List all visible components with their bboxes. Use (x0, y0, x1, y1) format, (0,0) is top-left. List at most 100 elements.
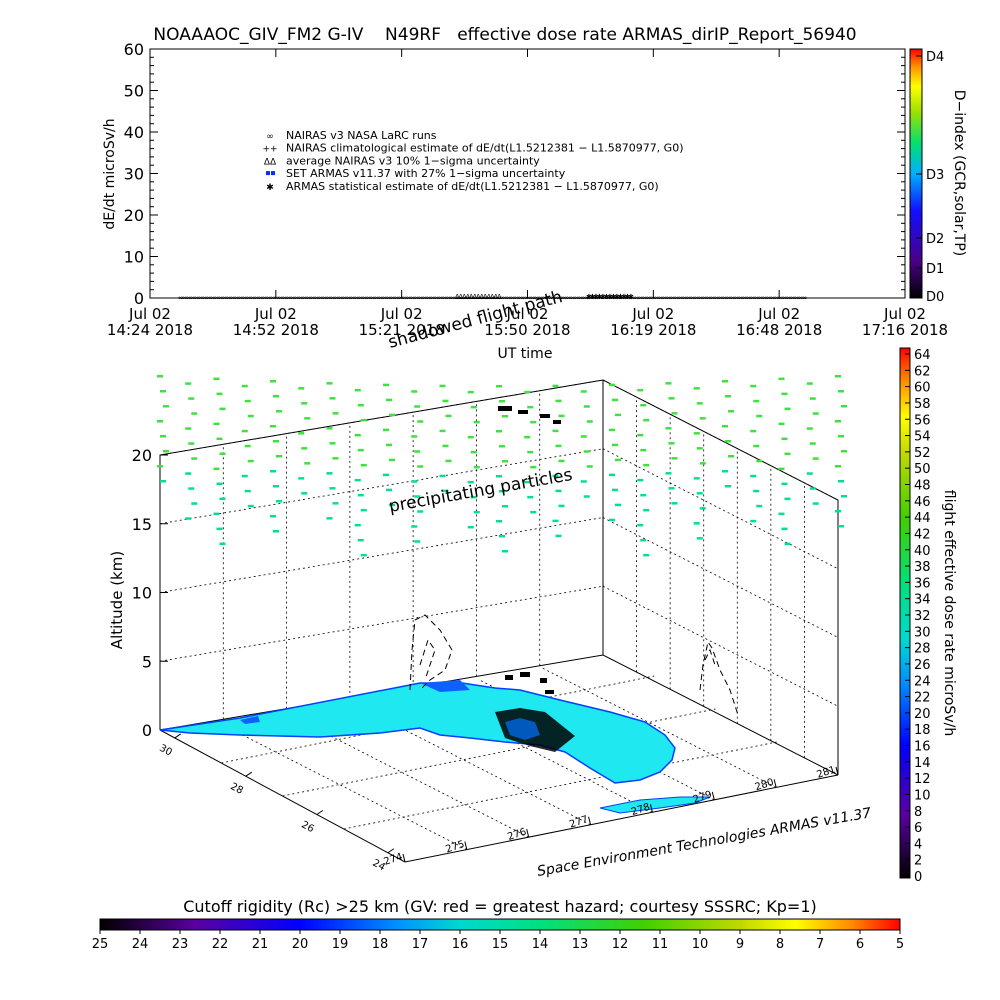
particle-marker (784, 452, 791, 456)
particle-marker (301, 492, 308, 495)
particle-marker (841, 405, 847, 408)
top-series-marker: ∞ (282, 294, 288, 302)
grid-line (602, 517, 839, 638)
top-series-marker: ∞ (534, 294, 540, 302)
dose-tick-label: 38 (914, 560, 931, 575)
top-series-marker: ✱ (604, 293, 610, 301)
particle-marker (756, 504, 763, 508)
top-series-marker: Δ (486, 293, 491, 301)
particle-marker (360, 418, 367, 422)
top-series-marker: ∞ (790, 294, 796, 302)
cutoff-colorbar (99, 918, 901, 931)
top-series-marker: ∞ (774, 294, 780, 302)
particle-marker (417, 465, 424, 468)
particle-marker (191, 457, 198, 460)
top-series-marker: ∞ (750, 294, 756, 302)
top-series-marker: ∞ (186, 294, 192, 302)
particle-marker (728, 455, 734, 458)
particle-marker (778, 422, 785, 426)
particle-marker (276, 500, 282, 503)
particle-marker (383, 428, 389, 432)
particle-marker (213, 512, 220, 516)
top-series-marker: ∞ (202, 294, 208, 302)
particle-marker (411, 435, 418, 438)
top-series-marker: ∞ (426, 294, 432, 302)
top-series-marker: ∞ (630, 294, 636, 302)
latitude-ticks: 24 26 28 30 (157, 733, 395, 873)
top-series-marker: ∞ (414, 294, 420, 302)
particle-marker (354, 523, 361, 527)
grid-line (293, 716, 529, 838)
top-series-marker: ∞ (354, 294, 360, 302)
top-series-marker: ∞ (374, 294, 380, 302)
cutoff-tick-label: 15 (492, 937, 509, 952)
top-series-marker: ∞ (378, 294, 384, 302)
altitude-ticks: 0 5 10 15 20 (132, 446, 168, 740)
particle-marker (276, 410, 282, 413)
dose-tick-label: 40 (914, 544, 931, 559)
grid-line (540, 667, 777, 788)
dose-tick-label: 46 (914, 495, 931, 510)
top-series-marker: ∞ (242, 294, 248, 302)
top-series-marker: ∞ (590, 294, 596, 302)
dose-tick-label: 2 (914, 854, 922, 869)
particle-marker (386, 398, 392, 402)
particle-marker (665, 382, 672, 385)
particle-marker (332, 412, 339, 415)
top-series-marker: ∞ (422, 294, 428, 302)
top-series-marker: ∞ (178, 294, 184, 302)
particle-marker (360, 553, 367, 557)
top-series-marker: ∞ (194, 294, 200, 302)
top-series-marker: ∞ (522, 294, 528, 302)
cutoff-tick-label: 22 (212, 937, 229, 952)
top-series-marker: ∞ (654, 294, 660, 302)
particle-marker (414, 540, 421, 543)
particle-marker (499, 535, 505, 538)
particle-marker (163, 405, 169, 408)
particle-marker (778, 512, 785, 516)
particle-marker (753, 489, 760, 493)
top-series-marker: ✱ (597, 293, 603, 301)
latitude-tick-label: 30 (157, 743, 173, 759)
particle-marker (555, 399, 562, 403)
particle-marker (750, 474, 757, 478)
top-series-marker: ∞ (602, 294, 608, 302)
top-series-marker: ∞ (786, 294, 792, 302)
top-series-marker: ∞ (218, 294, 224, 302)
particle-marker (417, 420, 424, 423)
particle-marker (693, 477, 700, 480)
top-series-marker: ∞ (710, 294, 716, 302)
top-series-marker: Δ (458, 293, 463, 301)
particle-marker (357, 538, 364, 542)
top-series-marker: ∞ (510, 294, 516, 302)
particle-marker (411, 525, 418, 528)
particle-marker (640, 493, 647, 497)
top-x-tick-time: 15:21 2018 (359, 321, 445, 339)
top-series-marker: ∞ (206, 294, 212, 302)
top-series-marker: ∞ (410, 294, 416, 302)
top-series-marker: ∞ (598, 294, 604, 302)
particle-marker (160, 480, 166, 483)
particle-marker (725, 485, 731, 488)
cutoff-tick-label: 21 (252, 937, 269, 952)
particle-marker (270, 515, 276, 518)
shadow-blobs (498, 406, 561, 694)
particle-marker (583, 495, 590, 498)
particle-marker (467, 525, 474, 529)
top-series-marker: ∞ (238, 294, 244, 302)
top-series-marker: ∞ (198, 294, 204, 302)
longitude-tick (464, 841, 468, 850)
top-series-marker: Δ (465, 293, 470, 301)
top-series-marker: ∞ (406, 294, 412, 302)
legend-label: NAIRAS v3 NASA LaRC runs (286, 129, 437, 142)
top-series-marker: ∞ (342, 294, 348, 302)
top-series-marker: ∞ (222, 294, 228, 302)
particle-marker (756, 414, 763, 418)
top-series-marker: ∞ (386, 294, 392, 302)
top-series-marker: ∞ (362, 294, 368, 302)
dose-tick-label: 28 (914, 642, 931, 657)
particle-marker (665, 427, 672, 430)
top-series-marker: ∞ (322, 294, 328, 302)
top-x-tick-date: Jul 02 (757, 305, 800, 323)
